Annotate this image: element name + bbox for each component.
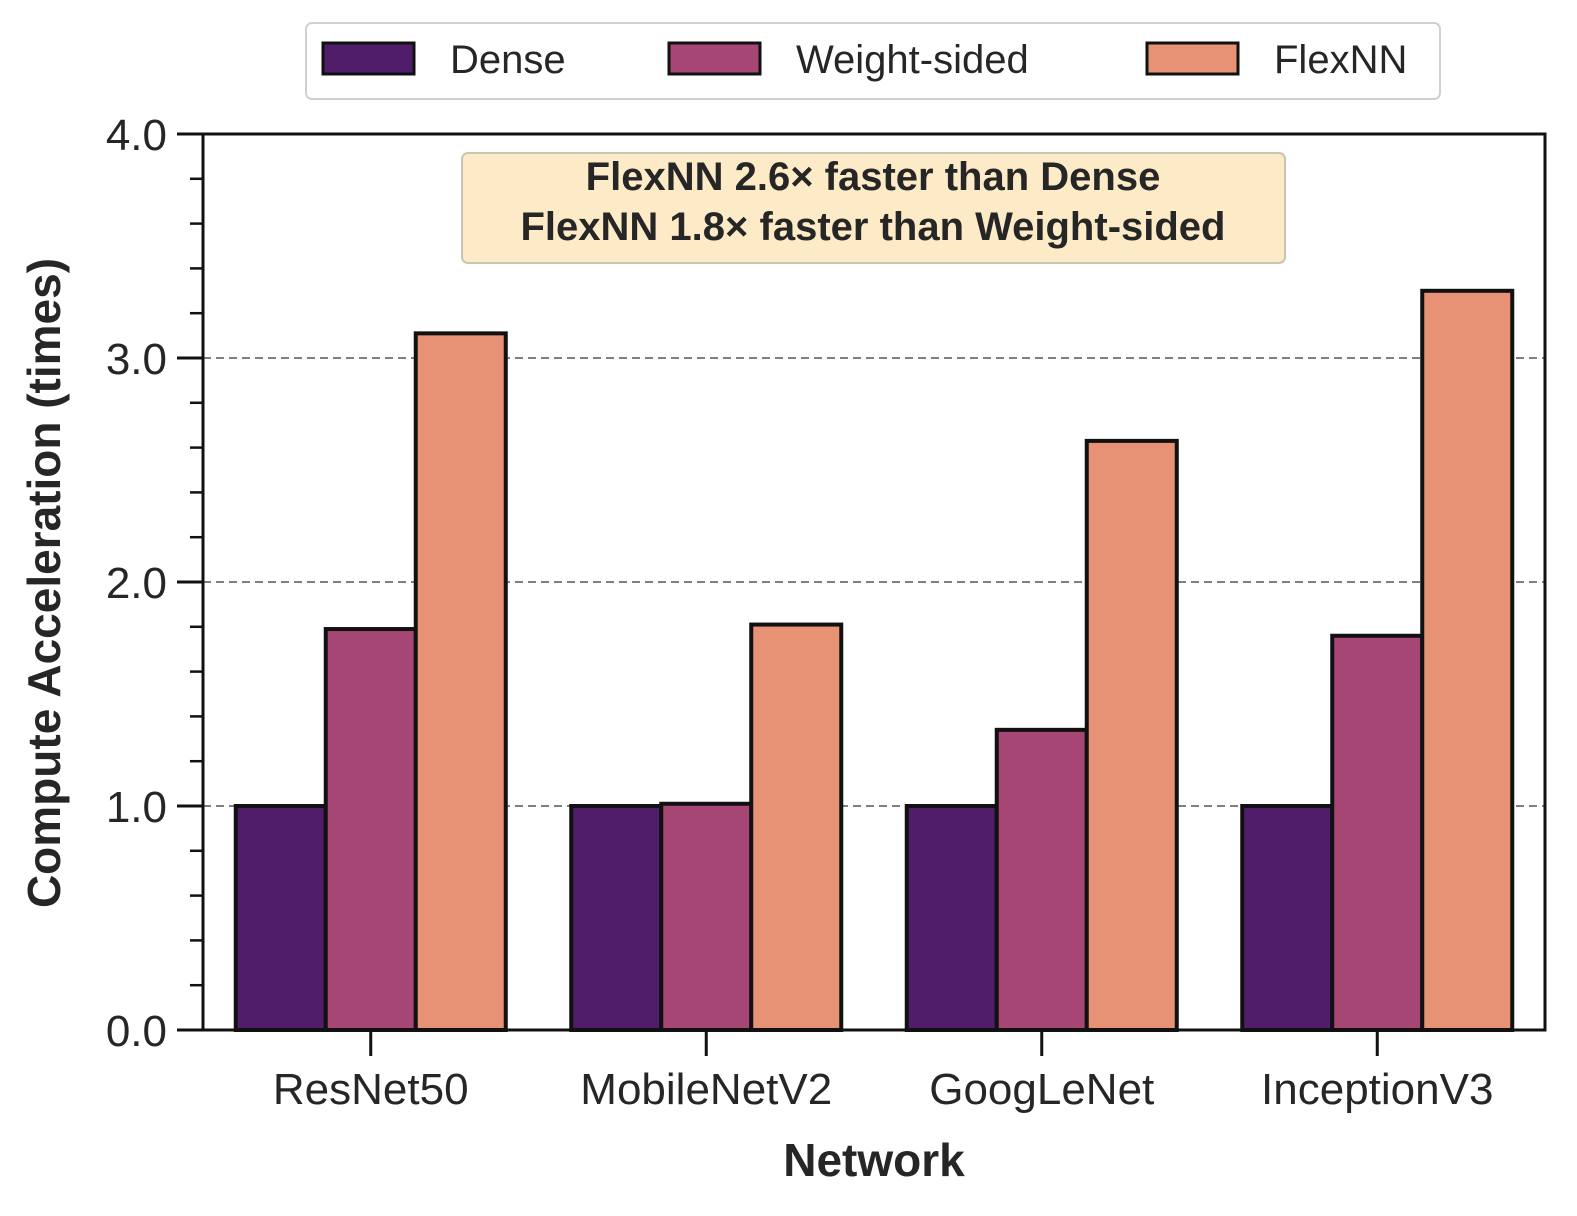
bar-mobilenetv2-flexnn: [749, 622, 844, 1032]
x-tick-label-googlenet: GoogLeNet: [929, 1065, 1154, 1114]
bar-mobilenetv2-weight-sided: [659, 801, 754, 1033]
x-axis-title: Network: [783, 1134, 965, 1186]
y-tick-label-2-0: 2.0: [106, 559, 167, 608]
x-tick-label-mobilenetv2: MobileNetV2: [580, 1065, 832, 1114]
legend-item-dense: Dense: [321, 38, 566, 82]
bar-googlenet-flexnn: [1084, 438, 1179, 1032]
legend: Dense Weight-sided FlexNN: [305, 22, 1441, 100]
ticks: ResNet50 MobileNetV2 GoogLeNet InceptionV3 0…: [106, 111, 1494, 1114]
x-tick-label-inceptionv3: InceptionV3: [1261, 1065, 1493, 1114]
legend-label-weight-sided: Weight-sided: [796, 38, 1029, 82]
x-tick-label-resnet50: ResNet50: [273, 1065, 469, 1114]
bar-inceptionv3-dense: [1240, 804, 1335, 1032]
y-tick-label-0-0: 0.0: [106, 1007, 167, 1056]
bar-googlenet-weight-sided: [994, 727, 1089, 1033]
bar-inceptionv3-weight-sided: [1330, 633, 1425, 1032]
bars: [233, 288, 1515, 1033]
legend-swatch-weight-sided: [667, 41, 762, 76]
bar-googlenet-dense: [904, 804, 999, 1032]
y-tick-label-3-0: 3.0: [106, 335, 167, 384]
bar-inceptionv3-flexnn: [1420, 288, 1515, 1032]
legend-label-dense: Dense: [450, 38, 566, 82]
legend-item-weight-sided: Weight-sided: [667, 38, 1029, 82]
legend-swatch-dense: [321, 41, 416, 76]
bar-mobilenetv2-dense: [569, 804, 664, 1032]
legend-item-flexnn: FlexNN: [1145, 38, 1407, 82]
legend-label-flexnn: FlexNN: [1274, 38, 1407, 82]
y-axis-title: Compute Acceleration (times): [18, 258, 70, 908]
legend-swatch-flexnn: [1145, 41, 1240, 76]
annotation-line-2: FlexNN 1.8× faster than Weight-sided: [521, 205, 1226, 249]
y-tick-label-1-0: 1.0: [106, 783, 167, 832]
y-tick-label-4-0: 4.0: [106, 111, 167, 160]
annotation-line-1: FlexNN 2.6× faster than Dense: [586, 155, 1161, 199]
bar-resnet50-flexnn: [413, 331, 508, 1032]
bar-resnet50-weight-sided: [323, 627, 418, 1032]
annotation-background: [461, 152, 1286, 264]
annotation-box: FlexNN 2.6× faster than Dense FlexNN 1.8…: [461, 152, 1286, 264]
bar-resnet50-dense: [233, 804, 328, 1032]
